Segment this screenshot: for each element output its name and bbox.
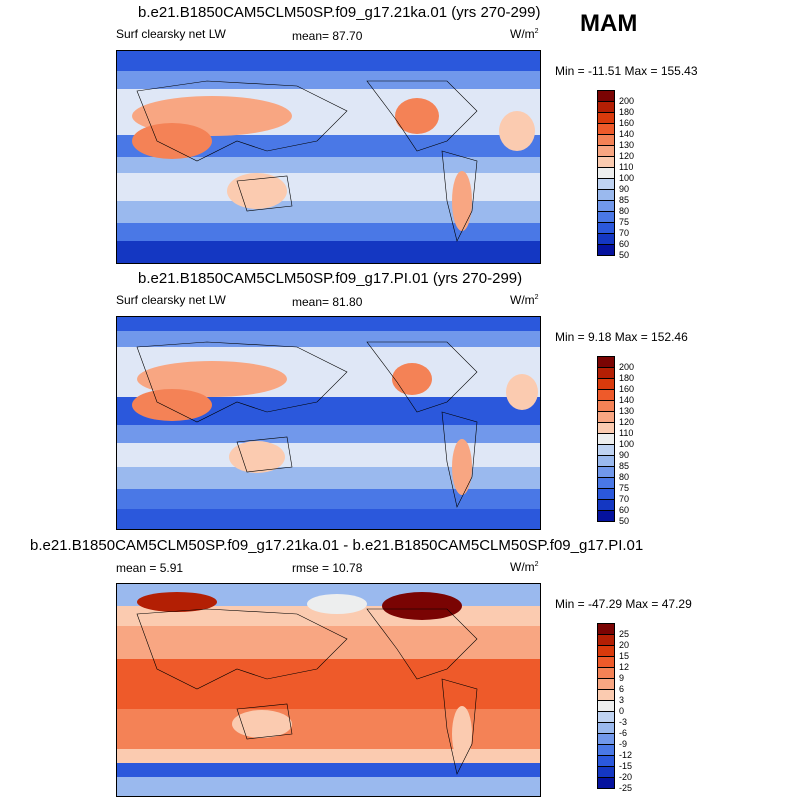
- panel-1-units: W/m2: [510, 27, 539, 41]
- colorbar-tick-label: 15: [619, 650, 630, 661]
- panel-3-map: [116, 583, 541, 797]
- panel-3-units: W/m2: [510, 560, 539, 574]
- colorbar-tick-label: 75: [619, 482, 630, 493]
- colorbar-tick-label: -20: [619, 771, 633, 782]
- colorbar-tick-label: 6: [619, 683, 625, 694]
- colorbar-tick-label: 120: [619, 416, 635, 427]
- panel-2-title: b.e21.B1850CAM5CLM50SP.f09_g17.PI.01 (yr…: [138, 270, 523, 287]
- colorbar-swatch: [597, 777, 615, 789]
- panel-2-variable-label: Surf clearsky net LW: [116, 293, 226, 307]
- colorbar-tick-label: 90: [619, 183, 630, 194]
- colorbar-tick-label: 200: [619, 95, 635, 106]
- colorbar-tick-label: 20: [619, 639, 630, 650]
- colorbar-tick-label: 25: [619, 628, 630, 639]
- colorbar-tick-label: 12: [619, 661, 630, 672]
- colorbar-tick-label: 140: [619, 128, 635, 139]
- colorbar-tick-label: 160: [619, 383, 635, 394]
- colorbar-tick-label: 60: [619, 238, 630, 249]
- colorbar-tick-label: 80: [619, 471, 630, 482]
- colorbar-tick-label: 200: [619, 361, 635, 372]
- colorbar-tick-label: 130: [619, 405, 635, 416]
- panel-1-mean-label: mean= 87.70: [292, 29, 363, 43]
- panel-1-variable-label: Surf clearsky net LW: [116, 27, 226, 41]
- colorbar-tick-label: 110: [619, 427, 634, 438]
- colorbar-tick-label: 75: [619, 216, 630, 227]
- panel-2-minmax: Min = 9.18 Max = 152.46: [555, 330, 688, 344]
- colorbar-tick-label: -9: [619, 738, 628, 749]
- colorbar-tick-label: 85: [619, 460, 630, 471]
- season-label: MAM: [580, 10, 638, 37]
- colorbar-tick-label: -15: [619, 760, 633, 771]
- panel-3-rmse-label: rmse = 10.78: [292, 561, 363, 575]
- colorbar-tick-label: 90: [619, 449, 630, 460]
- colorbar-tick-label: 80: [619, 205, 630, 216]
- colorbar-swatch: [597, 510, 615, 522]
- colorbar-tick-label: 70: [619, 493, 630, 504]
- colorbar-tick-label: 180: [619, 372, 635, 383]
- colorbar-tick-label: 100: [619, 438, 635, 449]
- colorbar-tick-label: 3: [619, 694, 625, 705]
- panel-1-map-svg: [117, 51, 540, 263]
- colorbar-tick-label: 0: [619, 705, 625, 716]
- colorbar-tick-label: -3: [619, 716, 628, 727]
- colorbar-tick-label: 50: [619, 515, 630, 526]
- panel-3-mean-label: mean = 5.91: [116, 561, 184, 575]
- panel-1-map: [116, 50, 541, 264]
- panel-1-minmax: Min = -11.51 Max = 155.43: [555, 64, 698, 78]
- colorbar-tick-label: -25: [619, 782, 633, 793]
- colorbar-tick-label: -12: [619, 749, 633, 760]
- panel-2-map: [116, 316, 541, 530]
- colorbar-tick-label: 160: [619, 117, 635, 128]
- colorbar-tick-label: 130: [619, 139, 635, 150]
- colorbar-swatch: [597, 244, 615, 256]
- colorbar-tick-label: 110: [619, 161, 634, 172]
- colorbar-tick-label: 50: [619, 249, 630, 260]
- panel-3-map-svg: [117, 584, 540, 796]
- panel-3-title: b.e21.B1850CAM5CLM50SP.f09_g17.21ka.01 -…: [30, 537, 644, 554]
- panel-2-mean-label: mean= 81.80: [292, 295, 363, 309]
- panel-2-map-svg: [117, 317, 540, 529]
- panel-3-minmax: Min = -47.29 Max = 47.29: [555, 597, 692, 611]
- colorbar-tick-label: 85: [619, 194, 630, 205]
- colorbar-tick-label: 60: [619, 504, 630, 515]
- colorbar-tick-label: 70: [619, 227, 630, 238]
- panel-2-units: W/m2: [510, 293, 539, 307]
- panel-1-title: b.e21.B1850CAM5CLM50SP.f09_g17.21ka.01 (…: [138, 4, 541, 21]
- colorbar-tick-label: 9: [619, 672, 625, 683]
- colorbar-tick-label: 180: [619, 106, 635, 117]
- colorbar-tick-label: 100: [619, 172, 635, 183]
- colorbar-tick-label: 140: [619, 394, 635, 405]
- colorbar-tick-label: -6: [619, 727, 628, 738]
- colorbar-tick-label: 120: [619, 150, 635, 161]
